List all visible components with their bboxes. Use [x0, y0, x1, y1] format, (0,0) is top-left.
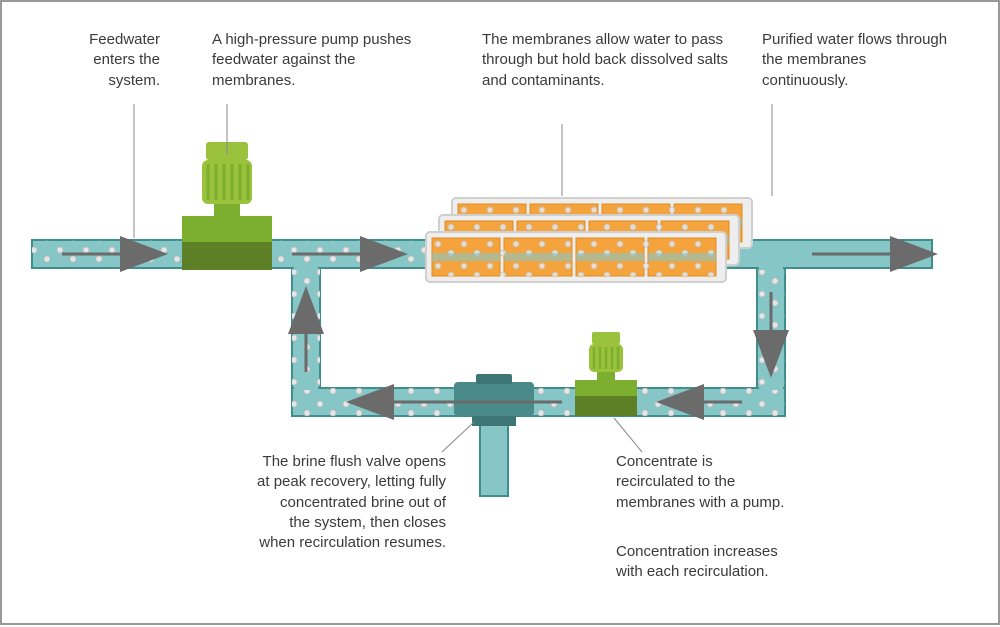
high-pressure-pump — [182, 142, 272, 270]
brine-valve — [454, 374, 534, 426]
recirc-pump — [575, 332, 637, 416]
label-valve: The brine flush valve opens at peak reco… — [256, 452, 446, 553]
diagram-svg — [2, 2, 1000, 627]
label-recirc1: Concentrate is recirculated to the membr… — [616, 452, 786, 513]
label-membranes: The membranes allow water to pass throug… — [482, 30, 732, 91]
label-recirc2: Concentration increases with each recirc… — [616, 542, 786, 583]
label-pump: A high-pressure pump pushes feedwater ag… — [212, 30, 422, 91]
label-purified: Purified water flows through the membran… — [762, 30, 952, 91]
label-feedwater: Feedwater enters the system. — [50, 30, 160, 91]
diagram-canvas: Feedwater enters the system. A high-pres… — [2, 2, 998, 623]
membrane-stack — [426, 198, 752, 282]
